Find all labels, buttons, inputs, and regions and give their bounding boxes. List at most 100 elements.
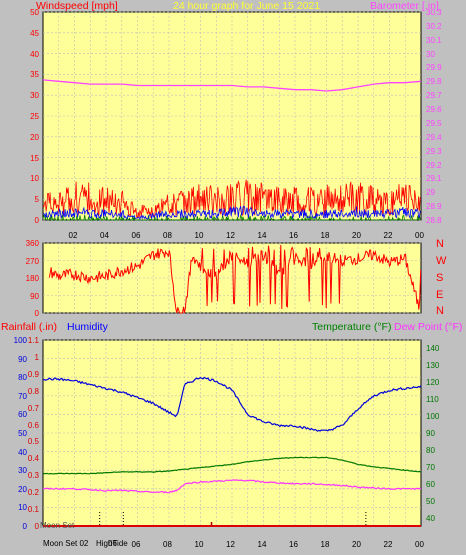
wind-tick-label: 0: [34, 216, 39, 225]
direction-tick-label: 0: [34, 309, 39, 318]
rainfall-tick-label: 0.7: [27, 403, 39, 413]
humidity-tick-label: 50: [18, 429, 27, 438]
humidity-tick-label: 60: [18, 410, 27, 420]
wind-tick-label: 10: [30, 174, 39, 184]
wind-tick-label: 35: [30, 70, 39, 80]
x-tick-label-top: 20: [352, 231, 361, 240]
direction-tick-label: 90: [30, 291, 39, 301]
rainfall-tick-label: 0.3: [27, 471, 39, 481]
rainfall-tick-label: 0.8: [27, 386, 39, 396]
x-tick-label-bottom: 14: [257, 540, 267, 549]
temperature-tick-label: 40: [426, 513, 435, 523]
temperature-line: [42, 456, 422, 475]
rainfall-tick-label: 0.9: [27, 369, 39, 379]
high-tide-label: HighTide: [96, 539, 128, 548]
humidity-tick-label: 90: [18, 354, 27, 364]
rainfall-tick-label: 0: [34, 522, 39, 531]
x-tick-label-top: 02: [68, 231, 78, 240]
x-tick-label-bottom: 16: [289, 540, 298, 549]
wind-tick-label: 45: [30, 28, 39, 38]
humidity-tick-label: 10: [18, 503, 27, 513]
wind-tick-label: 5: [34, 195, 39, 205]
barometer-tick-label: 29.3: [426, 146, 442, 156]
direction-tick-label: 360: [25, 239, 39, 248]
wind-tick-label: 40: [30, 49, 39, 59]
x-tick-label-top: 12: [226, 231, 235, 240]
rainfall-tick-label: 0.1: [27, 505, 39, 515]
x-tick-label-bottom: 12: [226, 540, 235, 549]
barometer-tick-label: 29.9: [426, 63, 442, 73]
wind-tick-label: 25: [30, 112, 39, 121]
rainfall-tick-label: 0.2: [27, 488, 39, 498]
barometer-tick-label: 29.1: [426, 174, 442, 184]
dew-point-axis-label: Dew Point (°F): [394, 321, 463, 333]
barometer-tick-label: 29: [426, 188, 435, 198]
x-tick-label-top: 06: [131, 231, 141, 240]
windspeed-axis-label: Windspeed [mph]: [36, 0, 118, 12]
barometer-tick-label: 29.5: [426, 118, 442, 128]
rainfall-tick-label: 1.1: [27, 336, 39, 345]
wind-tick-label: 20: [30, 132, 39, 142]
x-tick-label-bottom: 18: [320, 540, 330, 549]
direction-label-s: S: [436, 272, 444, 284]
humidity-tick-label: 80: [18, 373, 27, 383]
dew-point-line: [43, 479, 422, 494]
temperature-tick-label: 130: [426, 361, 440, 371]
rainfall-axis-label: Rainfall (.in): [1, 321, 58, 333]
x-tick-label-top: 22: [383, 231, 393, 240]
x-tick-label-top: 04: [100, 231, 109, 240]
direction-label-n-top: N: [436, 238, 444, 250]
x-tick-label-top: 14: [257, 231, 267, 240]
x-tick-label-top: 08: [163, 231, 172, 240]
temperature-tick-label: 70: [426, 462, 435, 472]
humidity-tick-label: 100: [13, 336, 27, 345]
x-tick-label-top: 00: [415, 231, 424, 240]
x-tick-label-top: 18: [320, 231, 330, 240]
temperature-tick-label: 110: [426, 395, 439, 405]
barometer-tick-label: 30.3: [426, 8, 442, 17]
direction-tick-label: 180: [25, 274, 39, 283]
rainfall-tick-label: 0.6: [27, 420, 39, 430]
barometer-tick-label: 29.7: [426, 91, 442, 101]
direction-label-e: E: [436, 289, 444, 301]
x-tick-label-bottom: 08: [163, 540, 172, 549]
direction-label-n-bottom: N: [436, 305, 444, 317]
direction-line: [48, 244, 422, 314]
rainfall-tick-label: 1: [34, 352, 39, 362]
temperature-tick-label: 80: [426, 445, 435, 455]
temperature-tick-label: 140: [426, 344, 440, 354]
temperature-tick-label: 60: [426, 479, 435, 489]
x-tick-label-bottom: 00: [415, 540, 424, 549]
barometer-tick-label: 30.1: [426, 35, 442, 45]
humidity-axis-label: Humidity: [67, 321, 108, 333]
rainfall-tick-label: 0.4: [27, 454, 39, 464]
humidity-tick-label: 0: [22, 522, 27, 531]
x-tick-label-bottom: 06: [131, 540, 141, 549]
x-tick-label-bottom: 10: [194, 540, 204, 549]
wind-min-line: [42, 213, 421, 222]
x-tick-label-bottom: 20: [352, 540, 361, 549]
barometer-tick-label: 30.2: [426, 21, 442, 31]
wind-tick-label: 30: [30, 91, 39, 101]
chart-title: 24 hour graph for June 15 2021: [173, 0, 321, 12]
temperature-tick-label: 100: [426, 412, 440, 422]
x-tick-label-top: 16: [289, 231, 298, 240]
direction-tick-label: 270: [25, 256, 39, 266]
moon-set-label-bottom: Moon Set 02: [43, 539, 89, 548]
barometer-tick-label: 29.4: [426, 132, 442, 142]
humidity-tick-label: 20: [18, 484, 27, 494]
wind-tick-label: 50: [30, 8, 39, 17]
gust-line: [42, 205, 421, 221]
x-tick-label-top: 10: [194, 231, 204, 240]
windspeed-line: [42, 179, 421, 219]
barometer-tick-label: 28.9: [426, 202, 442, 212]
temperature-tick-label: 50: [426, 496, 435, 506]
moon-set-label-top: Moon Set: [40, 521, 75, 530]
barometer-tick-label: 29.6: [426, 105, 442, 115]
barometer-line: [42, 79, 422, 92]
barometer-tick-label: 30: [426, 49, 435, 59]
temperature-axis-label: Temperature (°F): [312, 321, 392, 333]
x-tick-label-bottom: 22: [383, 540, 393, 549]
temperature-tick-label: 90: [426, 429, 435, 438]
